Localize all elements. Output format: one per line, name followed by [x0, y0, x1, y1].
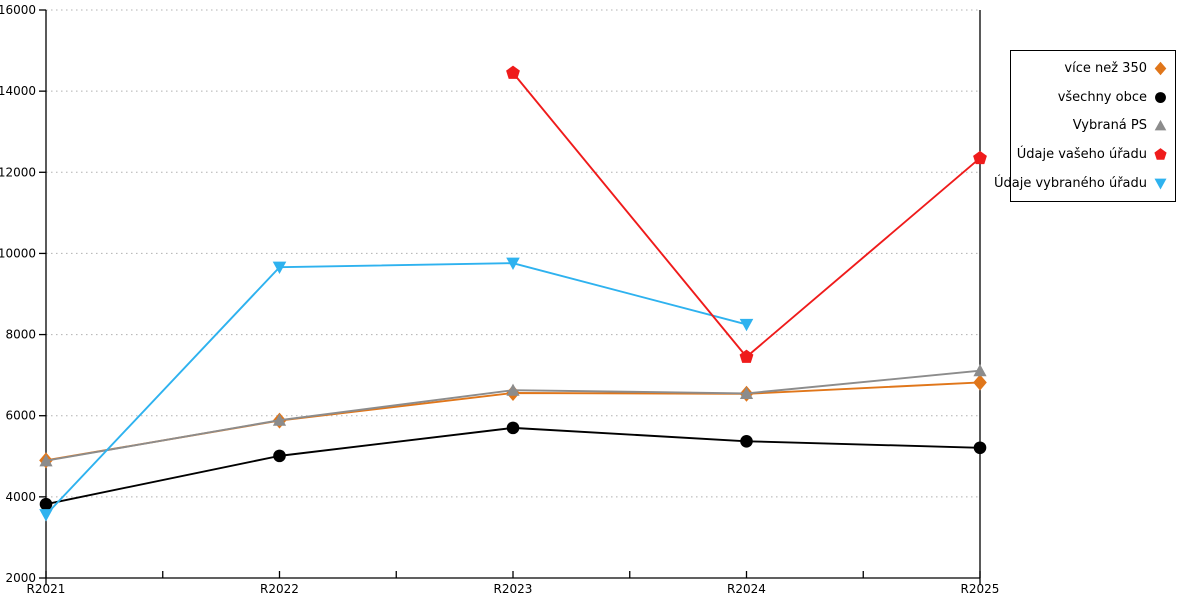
data-point-marker-3	[506, 65, 520, 79]
series-line-1	[45, 426, 981, 506]
legend-item-3: Údaje vašeho úřadu	[1011, 147, 1175, 162]
data-point-marker-2	[739, 386, 754, 399]
legend-item-label: více než 350	[1064, 60, 1147, 76]
diamond-marker-icon	[1154, 61, 1167, 76]
legend-item-0: více než 350	[1011, 61, 1175, 76]
circle-marker-icon	[1155, 91, 1166, 103]
legend-box: více než 350 všechny obce Vybraná PS Údaje …	[994, 50, 1176, 202]
data-point-marker-4	[39, 509, 53, 522]
x-tick-label: R2025	[961, 582, 1000, 596]
series-line-4	[45, 262, 747, 516]
legend-item-2: Vybraná PS	[1011, 118, 1175, 133]
legend-item-label: Údaje vašeho úřadu	[1016, 147, 1147, 163]
y-tick-label: 14000	[0, 84, 36, 98]
data-point-marker-1	[273, 449, 286, 463]
pentagon-marker-icon	[1154, 148, 1167, 161]
data-point-marker-3	[973, 150, 987, 165]
data-point-marker-4	[272, 261, 287, 275]
y-tick-label: 12000	[0, 165, 36, 179]
data-point-marker-2	[506, 383, 520, 396]
legend-item-1: všechny obce	[1011, 90, 1175, 105]
y-tick-label: 2000	[5, 571, 36, 585]
data-point-marker-4	[506, 257, 520, 270]
data-point-marker-1	[39, 497, 53, 511]
data-point-marker-2	[39, 454, 53, 467]
y-tick-label: 4000	[5, 490, 36, 504]
data-point-marker-1	[973, 441, 987, 455]
legend-item-label: Údaje vybraného úřadu	[993, 176, 1147, 192]
y-tick-label: 10000	[0, 246, 36, 260]
legend-item-label: všechny obce	[1057, 89, 1147, 105]
data-point-marker-4	[739, 318, 754, 332]
data-point-marker-1	[506, 421, 520, 435]
y-tick-label: 6000	[5, 409, 36, 423]
data-point-marker-2	[973, 364, 987, 377]
data-point-marker-3	[739, 349, 754, 363]
data-point-marker-1	[740, 434, 753, 448]
data-point-marker-0	[973, 374, 987, 391]
series-line-3	[512, 72, 981, 358]
x-tick-label: R2024	[727, 582, 766, 596]
x-tick-label: R2023	[494, 582, 533, 596]
triangle-up-marker-icon	[1154, 120, 1167, 131]
x-tick-label: R2021	[27, 582, 66, 596]
x-tick-label: R2022	[260, 582, 299, 596]
legend-item-label: Vybraná PS	[1072, 118, 1147, 134]
data-point-marker-2	[272, 413, 287, 426]
y-tick-label: 8000	[5, 328, 36, 342]
y-tick-label: 16000	[0, 3, 36, 17]
triangle-down-marker-icon	[1154, 178, 1167, 190]
legend-item-4: Údaje vybraného úřadu	[994, 176, 1175, 191]
